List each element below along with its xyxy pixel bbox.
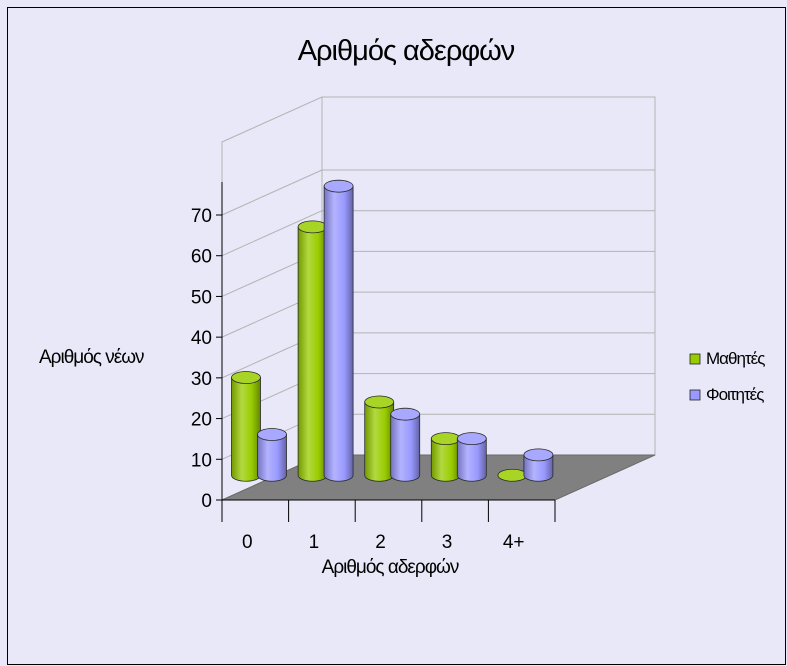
x-tick-label: 0 bbox=[242, 532, 253, 553]
y-tick-label: 20 bbox=[191, 410, 212, 431]
x-tick-label: 3 bbox=[442, 532, 453, 553]
bar-series-1 bbox=[497, 468, 528, 482]
x-axis: 0 1 2 3 4+ bbox=[221, 499, 556, 553]
y-tick-label: 0 bbox=[201, 491, 212, 512]
x-tick-label: 2 bbox=[375, 532, 386, 553]
bar-series-1 bbox=[297, 220, 328, 482]
y-tick-label: 30 bbox=[191, 369, 212, 390]
y-tick-label: 40 bbox=[191, 328, 212, 349]
bar-series-1 bbox=[364, 395, 395, 482]
legend-label: Μαθητές bbox=[706, 349, 765, 368]
bar-series-2 bbox=[390, 407, 421, 482]
legend-swatch bbox=[689, 353, 701, 365]
y-tick-label: 70 bbox=[191, 206, 212, 227]
bar-series-1 bbox=[231, 371, 261, 482]
y-tick-label: 60 bbox=[191, 247, 212, 268]
y-tick-label: 50 bbox=[191, 287, 212, 308]
bar-series-2 bbox=[523, 448, 554, 482]
y-axis-title: Αριθμός νέων bbox=[39, 347, 144, 368]
bar-series-2 bbox=[257, 428, 287, 482]
legend-label: Φοιτητές bbox=[706, 385, 764, 404]
x-tick-label: 4+ bbox=[503, 532, 525, 553]
legend: Μαθητές Φοιτητές bbox=[689, 349, 766, 404]
chart-frame: Αριθμός αδερφών 0 10 20 30 40 50 60 70 0 1 2 3 4+ Α… bbox=[7, 7, 786, 665]
bar-marks bbox=[231, 179, 554, 482]
bar-series-2 bbox=[323, 179, 354, 482]
chart-title: Αριθμός αδερφών bbox=[298, 35, 515, 67]
legend-swatch bbox=[689, 389, 701, 401]
x-tick-label: 1 bbox=[309, 532, 320, 553]
x-axis-title: Αριθμός αδερφών bbox=[322, 557, 459, 578]
y-axis: 0 10 20 30 40 50 60 70 bbox=[191, 182, 223, 512]
bar-series-2 bbox=[456, 432, 487, 482]
y-tick-label: 10 bbox=[191, 450, 212, 471]
bar-series-1 bbox=[430, 432, 461, 482]
bar-chart-3d: Αριθμός αδερφών 0 10 20 30 40 50 60 70 0 1 2 3 4+ Α… bbox=[39, 35, 766, 578]
